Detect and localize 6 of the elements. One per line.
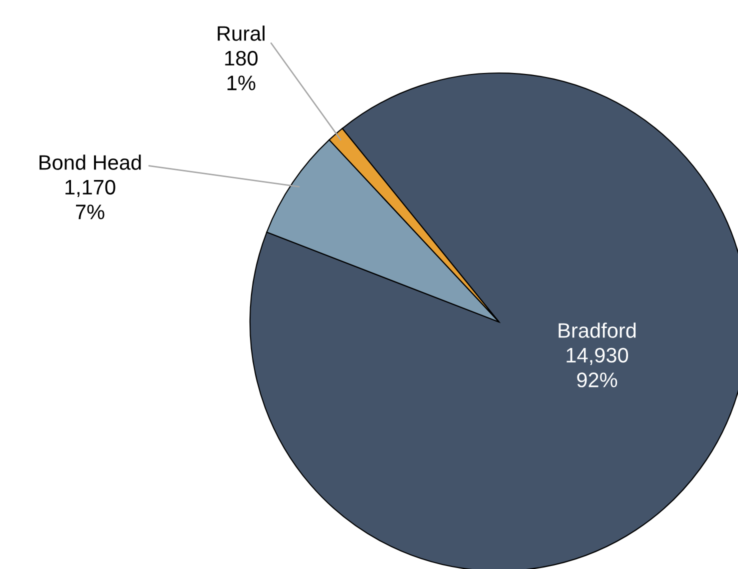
slice-label: Bond Head bbox=[40, 154, 141, 170]
data-label: 14,930 92% bbox=[566, 348, 628, 388]
slice-label: Rural bbox=[218, 26, 264, 41]
data-label: 1,170 7% bbox=[66, 180, 116, 220]
slice-label: Bradford bbox=[558, 322, 636, 338]
data-label: 180 1% bbox=[225, 50, 258, 90]
